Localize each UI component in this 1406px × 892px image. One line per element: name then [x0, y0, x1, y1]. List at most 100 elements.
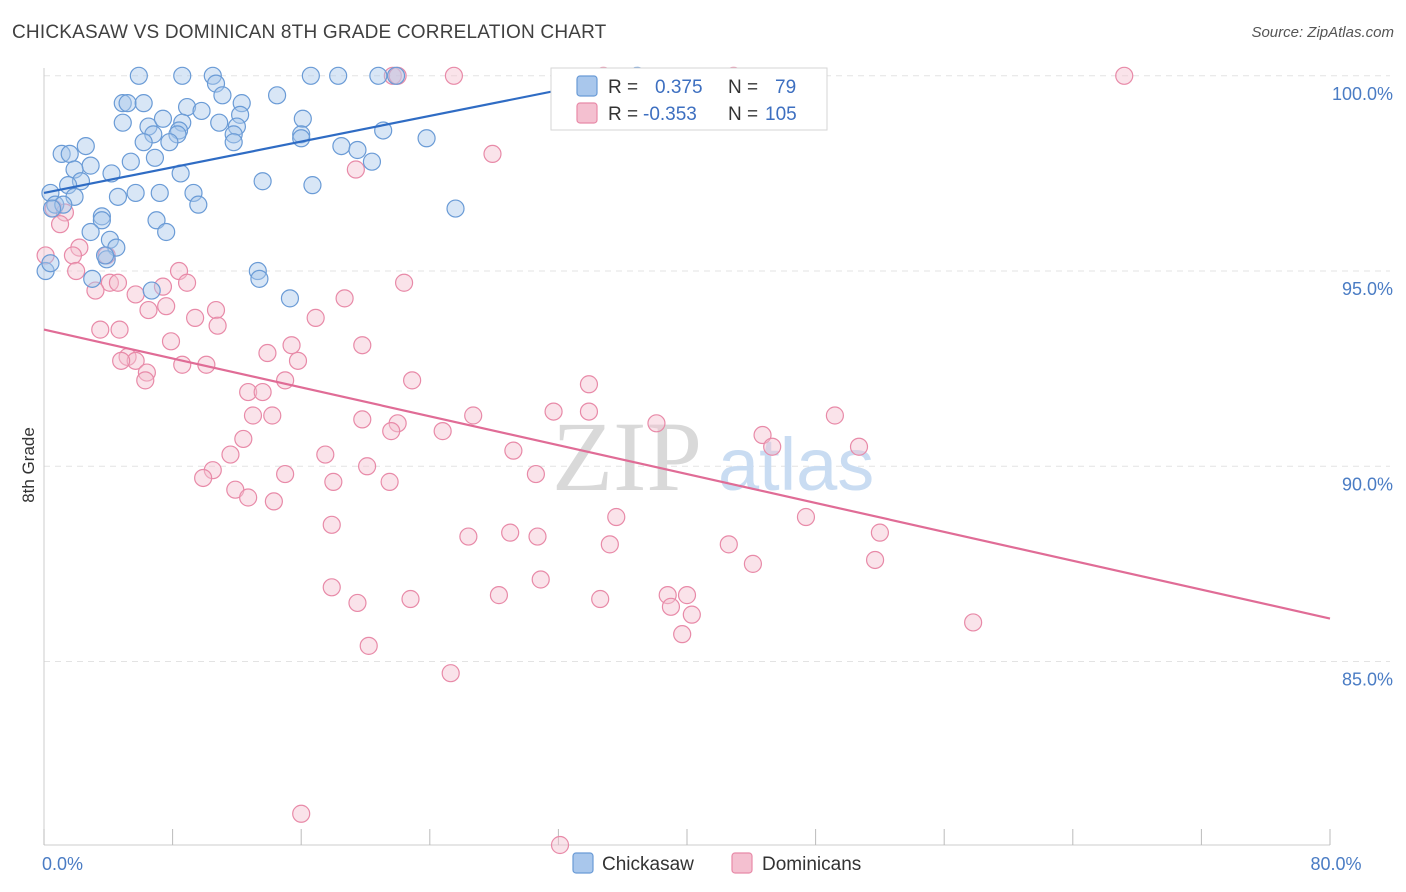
dominicans-point: [526, 464, 545, 484]
chickasaw-point: [121, 152, 140, 171]
legend-r-value: -0.353: [643, 104, 697, 125]
chickasaw-point: [184, 183, 203, 203]
chickasaw-point: [108, 187, 128, 206]
dominicans-point: [796, 507, 816, 527]
watermark: ZIP atlas: [552, 401, 874, 512]
chickasaw-point: [147, 211, 166, 230]
dominicans-point: [186, 308, 205, 327]
chickasaw-point: [362, 152, 382, 171]
dominicans-point: [607, 507, 626, 527]
dominicans-point: [276, 371, 295, 390]
y-axis-title: 8th Grade: [19, 427, 38, 503]
dominicans-point: [865, 550, 885, 570]
chickasaw-point: [192, 101, 211, 121]
dominicans-point: [544, 402, 563, 421]
dominicans-point: [483, 144, 502, 163]
chickasaw-point: [206, 74, 226, 93]
dominicans-point: [264, 492, 283, 511]
chickasaw-point: [60, 144, 79, 163]
chickasaw-point: [153, 109, 173, 128]
chickasaw-point: [92, 207, 111, 226]
dominicans-point: [677, 586, 697, 605]
chickasaw-point: [267, 86, 287, 105]
dominicans-point: [464, 406, 483, 425]
dominicans-point: [322, 578, 341, 597]
dominicans-point: [358, 457, 377, 476]
chickasaw-point: [142, 281, 161, 300]
dominicans-point: [870, 523, 890, 542]
dominicans-point: [348, 593, 367, 613]
chickasaw-point: [303, 176, 322, 195]
chickasaw-point: [224, 133, 243, 152]
chickasaw-point: [224, 125, 243, 144]
dominicans-point: [243, 406, 263, 425]
dominicans-point: [346, 160, 365, 179]
chickasaw-point: [280, 289, 300, 308]
dominicans-point: [501, 523, 520, 542]
dominicans-point: [382, 422, 401, 441]
legend-swatch-dominicans: [576, 102, 598, 124]
dominicans-point: [86, 281, 105, 300]
bottom-legend-label-dominicans: Dominicans: [762, 854, 861, 875]
chickasaw-point: [81, 156, 100, 175]
chickasaw-point: [134, 94, 153, 113]
dominicans-point: [531, 570, 550, 589]
dominicans-point: [359, 636, 378, 655]
chickasaw-point: [292, 125, 311, 144]
dominicans-point: [67, 261, 86, 281]
bottom-legend-label-chickasaw: Chickasaw: [602, 854, 694, 875]
dominicans-point: [161, 332, 181, 351]
watermark-atlas: atlas: [718, 423, 874, 506]
dominicans-point: [380, 472, 399, 491]
dominicans-point: [50, 215, 70, 234]
dominicans-point: [194, 468, 213, 488]
dominicans-point: [306, 308, 325, 327]
chickasaw-point: [157, 222, 176, 242]
dominicans-point: [91, 320, 110, 339]
chickasaw-point: [189, 195, 208, 214]
dominicans-point: [110, 320, 129, 339]
dominicans-point: [126, 285, 145, 304]
dominicans-point: [1115, 66, 1134, 85]
chickasaw-point: [253, 172, 272, 191]
dominicans-point: [444, 66, 464, 85]
watermark-zip: ZIP: [552, 401, 702, 512]
dominicans-point: [459, 527, 478, 546]
dominicans-point: [682, 605, 701, 624]
chickasaw-point: [301, 66, 320, 85]
dominicans-point: [433, 422, 452, 441]
dominicans-point: [528, 527, 547, 546]
dominicans-point: [600, 535, 619, 554]
chickasaw-point: [126, 183, 145, 203]
source-credit: Source: ZipAtlas.com: [1251, 24, 1394, 41]
dominicans-point: [139, 300, 158, 320]
dominicans-point: [763, 437, 782, 456]
chickasaw-point: [386, 66, 406, 85]
legend-swatch-chickasaw: [576, 75, 598, 97]
chickasaw-point: [118, 94, 137, 113]
dominicans-point: [208, 316, 227, 335]
dominicans-point: [203, 461, 222, 480]
y-tick-labels: 100.0% 95.0% 90.0% 85.0%: [1332, 84, 1393, 690]
chickasaw-point: [292, 129, 311, 148]
chickasaw-point: [42, 199, 62, 218]
chickasaw-point: [293, 109, 312, 128]
dominicans-point: [206, 300, 226, 320]
chickasaw-point: [95, 246, 115, 265]
chickasaw-point: [173, 66, 192, 85]
dominicans-point: [353, 336, 372, 355]
y-tick-label: 95.0%: [1342, 279, 1393, 299]
chickasaw-point: [348, 140, 367, 160]
dominicans-point: [322, 515, 341, 534]
dominicans-point: [136, 371, 155, 390]
dominicans-point: [964, 613, 983, 632]
y-tick-label: 100.0%: [1332, 84, 1393, 104]
dominicans-point: [658, 586, 677, 605]
dominicans-point: [153, 277, 173, 296]
chickasaw-point: [329, 66, 348, 85]
y-tick-label: 90.0%: [1342, 474, 1393, 494]
chickasaw-point: [160, 133, 179, 152]
chart-title: CHICKASAW VS DOMINICAN 8TH GRADE CORRELA…: [12, 22, 607, 43]
dominicans-point: [401, 589, 420, 609]
